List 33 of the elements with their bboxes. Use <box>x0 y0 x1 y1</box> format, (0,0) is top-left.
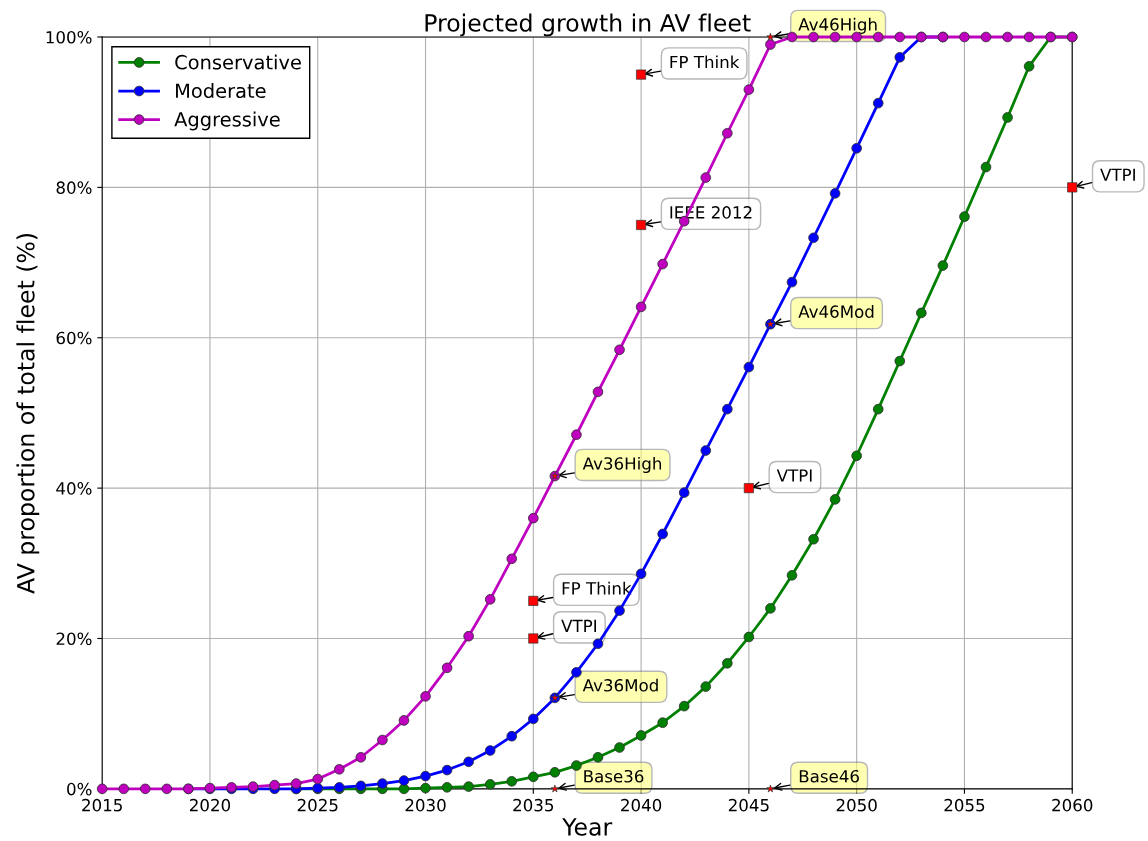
annotation: Av46Mod <box>798 305 874 318</box>
x-tick-label: 2030 <box>405 798 446 812</box>
y-tick-label: 0% <box>67 782 92 796</box>
x-tick-label: 2050 <box>836 798 877 812</box>
annotation: FP Think <box>670 55 740 69</box>
y-tick-label: 40% <box>56 482 92 495</box>
y-tick-label: 20% <box>56 632 92 646</box>
annotation: Av46High <box>798 17 877 34</box>
x-tick-label: 2055 <box>944 798 985 812</box>
annotation: Base46 <box>799 769 859 783</box>
x-tick-label: 2045 <box>728 798 769 812</box>
legend-label: Aggressive <box>174 111 280 131</box>
x-axis-title: Year <box>562 818 613 836</box>
annotation: FP Think <box>562 581 632 595</box>
x-tick-label: 2060 <box>1052 798 1093 812</box>
annotation: Av36High <box>582 456 662 474</box>
x-tick-label: 2020 <box>189 798 231 812</box>
y-tick-label: 100% <box>46 30 92 44</box>
y-axis-title: AV proportion of total fleet (%) <box>16 233 40 594</box>
annotation: VTPI <box>561 619 596 632</box>
y-tick-label: 80% <box>56 181 92 194</box>
y-tick-label: 60% <box>56 331 92 345</box>
annotation: Av36Mod <box>582 678 658 692</box>
annotation: VTPI <box>776 469 812 482</box>
x-tick-label: 2015 <box>82 798 122 812</box>
annotation: VTPI <box>1100 168 1135 181</box>
x-tick-label: 2040 <box>621 798 662 812</box>
x-tick-label: 2025 <box>297 798 338 812</box>
annotation: Base36 <box>584 769 644 783</box>
x-tick-label: 2035 <box>513 798 554 812</box>
chart-title: Projected growth in AV fleet <box>425 13 751 37</box>
legend-label: Moderate <box>176 83 266 99</box>
legend-label: Conservative <box>175 54 301 70</box>
